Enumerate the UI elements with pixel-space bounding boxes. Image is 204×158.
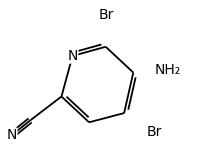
Text: N: N: [7, 128, 17, 142]
Text: N: N: [67, 49, 78, 63]
Text: Br: Br: [99, 8, 114, 21]
Text: NH₂: NH₂: [154, 63, 181, 77]
Text: Br: Br: [146, 125, 162, 139]
